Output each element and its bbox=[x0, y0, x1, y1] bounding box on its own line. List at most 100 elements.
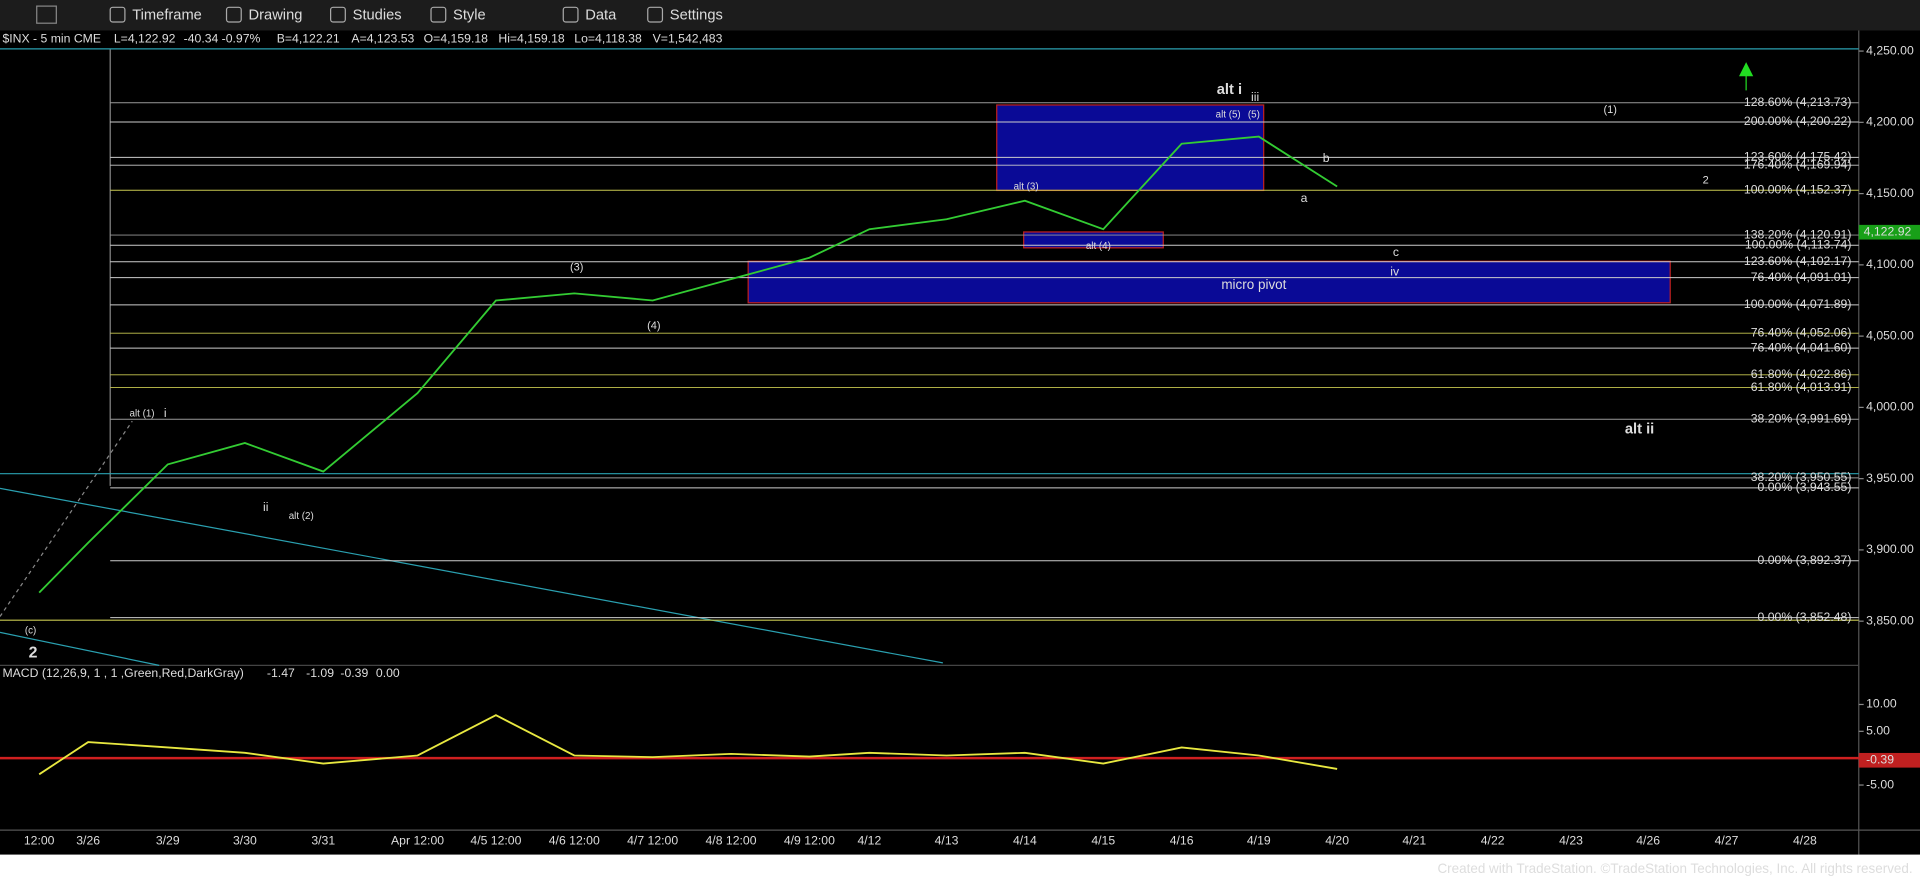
x-tick-label: 4/28 bbox=[1793, 833, 1817, 847]
x-tick-label: 4/15 bbox=[1091, 833, 1115, 847]
wave-label: iv bbox=[1390, 264, 1400, 278]
fib-label: 76.40% (4,041.60) bbox=[1751, 340, 1852, 354]
toolbar-button[interactable]: Drawing bbox=[249, 8, 303, 24]
toolbar-icon[interactable] bbox=[109, 6, 126, 23]
x-tick-label: 4/27 bbox=[1715, 833, 1739, 847]
x-tick-label: 4/19 bbox=[1247, 833, 1271, 847]
toolbar-button[interactable]: Studies bbox=[353, 8, 402, 24]
fib-label: 76.40% (4,091.01) bbox=[1751, 270, 1852, 284]
x-tick-label: 4/9 12:00 bbox=[784, 833, 835, 847]
wave-label: alt (5) bbox=[1216, 109, 1241, 120]
toolbar-icon[interactable] bbox=[225, 6, 242, 23]
wave-label: alt ii bbox=[1625, 422, 1654, 438]
quote-field: -40.34 bbox=[184, 31, 219, 45]
macd-reading: -0.39 bbox=[340, 666, 368, 680]
x-tick-label: 4/20 bbox=[1325, 833, 1349, 847]
wave-label: alt i bbox=[1217, 82, 1242, 98]
fib-label: 100.00% (4,152.37) bbox=[1744, 182, 1852, 196]
x-tick-label: 4/12 bbox=[857, 833, 881, 847]
x-tick-label: 4/7 12:00 bbox=[627, 833, 678, 847]
toolbar-icon[interactable] bbox=[330, 6, 346, 23]
up-arrow bbox=[1739, 62, 1754, 91]
quote-field: A=4,123.53 bbox=[351, 31, 414, 45]
fib-label: 200.00% (4,200.22) bbox=[1744, 114, 1852, 128]
macd-last-box bbox=[1858, 752, 1920, 768]
target-box bbox=[996, 104, 1265, 192]
fib-label: 176.40% (4,169.94) bbox=[1744, 157, 1852, 171]
wave-label: 2 bbox=[1703, 175, 1709, 187]
wave-label: alt (2) bbox=[289, 511, 314, 522]
macd-reading: -1.47 bbox=[267, 666, 295, 680]
toolbar-button[interactable]: Style bbox=[453, 8, 486, 24]
toolbar-button[interactable]: Timeframe bbox=[132, 8, 202, 24]
wave-label: a bbox=[1301, 191, 1308, 205]
wave-label: (4) bbox=[647, 320, 660, 332]
alt4-box bbox=[1023, 231, 1164, 249]
x-tick-label: 3/31 bbox=[311, 833, 335, 847]
quote-field: Lo=4,118.38 bbox=[574, 31, 642, 45]
quote-field: O=4,159.18 bbox=[424, 31, 489, 45]
last-price: 4,122.92 bbox=[1864, 224, 1912, 238]
wave-label: c bbox=[1393, 245, 1399, 259]
wave-label: iii bbox=[1251, 90, 1259, 104]
wave-label: i bbox=[164, 406, 167, 420]
x-tick-label: 3/30 bbox=[233, 833, 257, 847]
y-tick-label: 4,250.00 bbox=[1866, 43, 1914, 57]
y-tick-label: 3,950.00 bbox=[1866, 471, 1914, 485]
fib-label: 100.00% (4,071.89) bbox=[1744, 297, 1852, 311]
y-tick-label: 4,150.00 bbox=[1866, 186, 1914, 200]
macd-last: -0.39 bbox=[1866, 753, 1894, 767]
fib-label: 138.20% (4,120.91) bbox=[1744, 227, 1852, 241]
window-icon[interactable] bbox=[36, 5, 57, 24]
toolbar-button[interactable]: Data bbox=[585, 8, 617, 24]
wave-label: (1) bbox=[1603, 104, 1616, 116]
fib-label: 0.00% (3,852.48) bbox=[1758, 610, 1852, 624]
wave-label: (c) bbox=[25, 626, 36, 637]
price-line bbox=[38, 714, 1338, 776]
fib-label: 76.40% (4,052.06) bbox=[1751, 325, 1852, 339]
quote-field: B=4,122.21 bbox=[277, 31, 340, 45]
toolbar-icon[interactable] bbox=[430, 6, 447, 23]
trendline bbox=[0, 487, 943, 664]
fib-label: 0.00% (3,892.37) bbox=[1758, 553, 1852, 567]
price-line bbox=[38, 135, 1338, 594]
y-tick-label: 4,200.00 bbox=[1866, 115, 1914, 129]
channel-line bbox=[0, 420, 133, 617]
macd-reading: -1.09 bbox=[306, 666, 334, 680]
x-tick-label: 4/13 bbox=[935, 833, 959, 847]
wave-label: b bbox=[1323, 151, 1330, 165]
toolbar-button[interactable]: Settings bbox=[670, 8, 723, 24]
wave-label: (3) bbox=[570, 261, 583, 273]
quote-field: -0.97% bbox=[222, 31, 261, 45]
wave-label: 2 bbox=[29, 644, 38, 661]
x-tick-label: 4/5 12:00 bbox=[470, 833, 521, 847]
fib-label: 61.80% (4,022.86) bbox=[1751, 367, 1852, 381]
wave-label: ii bbox=[263, 500, 268, 514]
y-tick-label: 5.00 bbox=[1866, 724, 1890, 738]
toolbar-icon[interactable] bbox=[647, 6, 664, 23]
fib-label: 123.60% (4,102.17) bbox=[1744, 254, 1852, 268]
toolbar bbox=[0, 0, 1920, 31]
symbol: $INX - 5 min CME bbox=[2, 31, 101, 45]
macd-title: MACD (12,26,9, 1 , 1 ,Green,Red,DarkGray… bbox=[2, 666, 243, 680]
wave-label: alt (4) bbox=[1086, 241, 1111, 252]
last-price-box bbox=[1858, 224, 1920, 240]
quote-field: Hi=4,159.18 bbox=[498, 31, 565, 45]
x-tick-label: 12:00 bbox=[24, 833, 55, 847]
x-tick-label: 4/23 bbox=[1559, 833, 1583, 847]
x-tick-label: 4/6 12:00 bbox=[549, 833, 600, 847]
y-tick-label: 4,100.00 bbox=[1866, 257, 1914, 271]
quote-field: V=1,542,483 bbox=[653, 31, 723, 45]
fib-label: 128.60% (4,213.73) bbox=[1744, 95, 1852, 109]
y-tick-label: 4,000.00 bbox=[1866, 400, 1914, 414]
fib-label: 100.00% (4,113.74) bbox=[1745, 238, 1852, 252]
footer: Created with TradeStation. ©TradeStation… bbox=[1437, 861, 1912, 876]
x-tick-label: 4/26 bbox=[1636, 833, 1660, 847]
y-tick-label: 4,050.00 bbox=[1866, 328, 1914, 342]
trendline bbox=[0, 631, 160, 666]
quote-field: L=4,122.92 bbox=[114, 31, 176, 45]
wave-label: (5) bbox=[1248, 109, 1260, 120]
y-tick-label: -5.00 bbox=[1866, 777, 1894, 791]
toolbar-icon[interactable] bbox=[562, 6, 579, 23]
